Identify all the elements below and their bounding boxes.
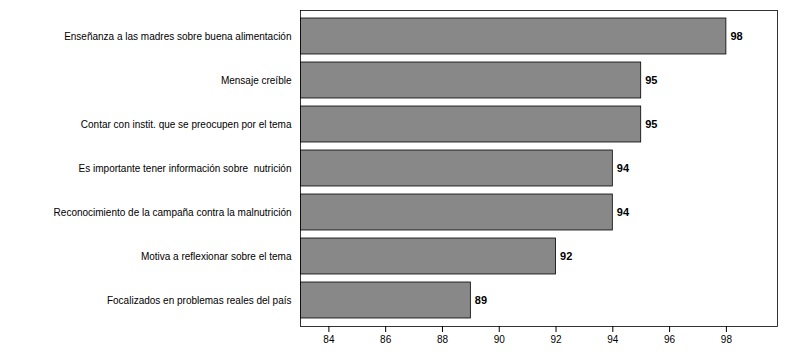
svg-text:94: 94	[607, 334, 619, 345]
svg-text:Contar con instit. que se preo: Contar con instit. que se preocupen por …	[81, 119, 292, 130]
svg-text:95: 95	[645, 118, 657, 130]
svg-text:Mensaje creíble: Mensaje creíble	[221, 75, 292, 86]
svg-text:Motiva a reflexionar sobre el: Motiva a reflexionar sobre el tema	[141, 251, 292, 262]
svg-text:92: 92	[550, 334, 562, 345]
svg-text:84: 84	[323, 334, 335, 345]
svg-text:96: 96	[664, 334, 676, 345]
svg-text:95: 95	[645, 74, 657, 86]
svg-text:Es importante tener informació: Es importante tener información sobre nu…	[79, 163, 292, 174]
svg-text:98: 98	[730, 30, 742, 42]
svg-text:98: 98	[721, 334, 733, 345]
svg-text:Reconocimiento de la campaña c: Reconocimiento de la campaña contra la m…	[54, 207, 292, 218]
svg-text:86: 86	[380, 334, 392, 345]
svg-text:Focalizados en problemas reale: Focalizados en problemas reales del país	[107, 295, 292, 306]
svg-text:92: 92	[560, 250, 572, 262]
svg-text:94: 94	[617, 206, 630, 218]
svg-text:90: 90	[494, 334, 506, 345]
svg-text:88: 88	[437, 334, 449, 345]
svg-text:89: 89	[475, 294, 487, 306]
svg-text:94: 94	[617, 162, 630, 174]
svg-text:Enseñanza a las madres sobre b: Enseñanza a las madres sobre buena alime…	[64, 31, 291, 42]
